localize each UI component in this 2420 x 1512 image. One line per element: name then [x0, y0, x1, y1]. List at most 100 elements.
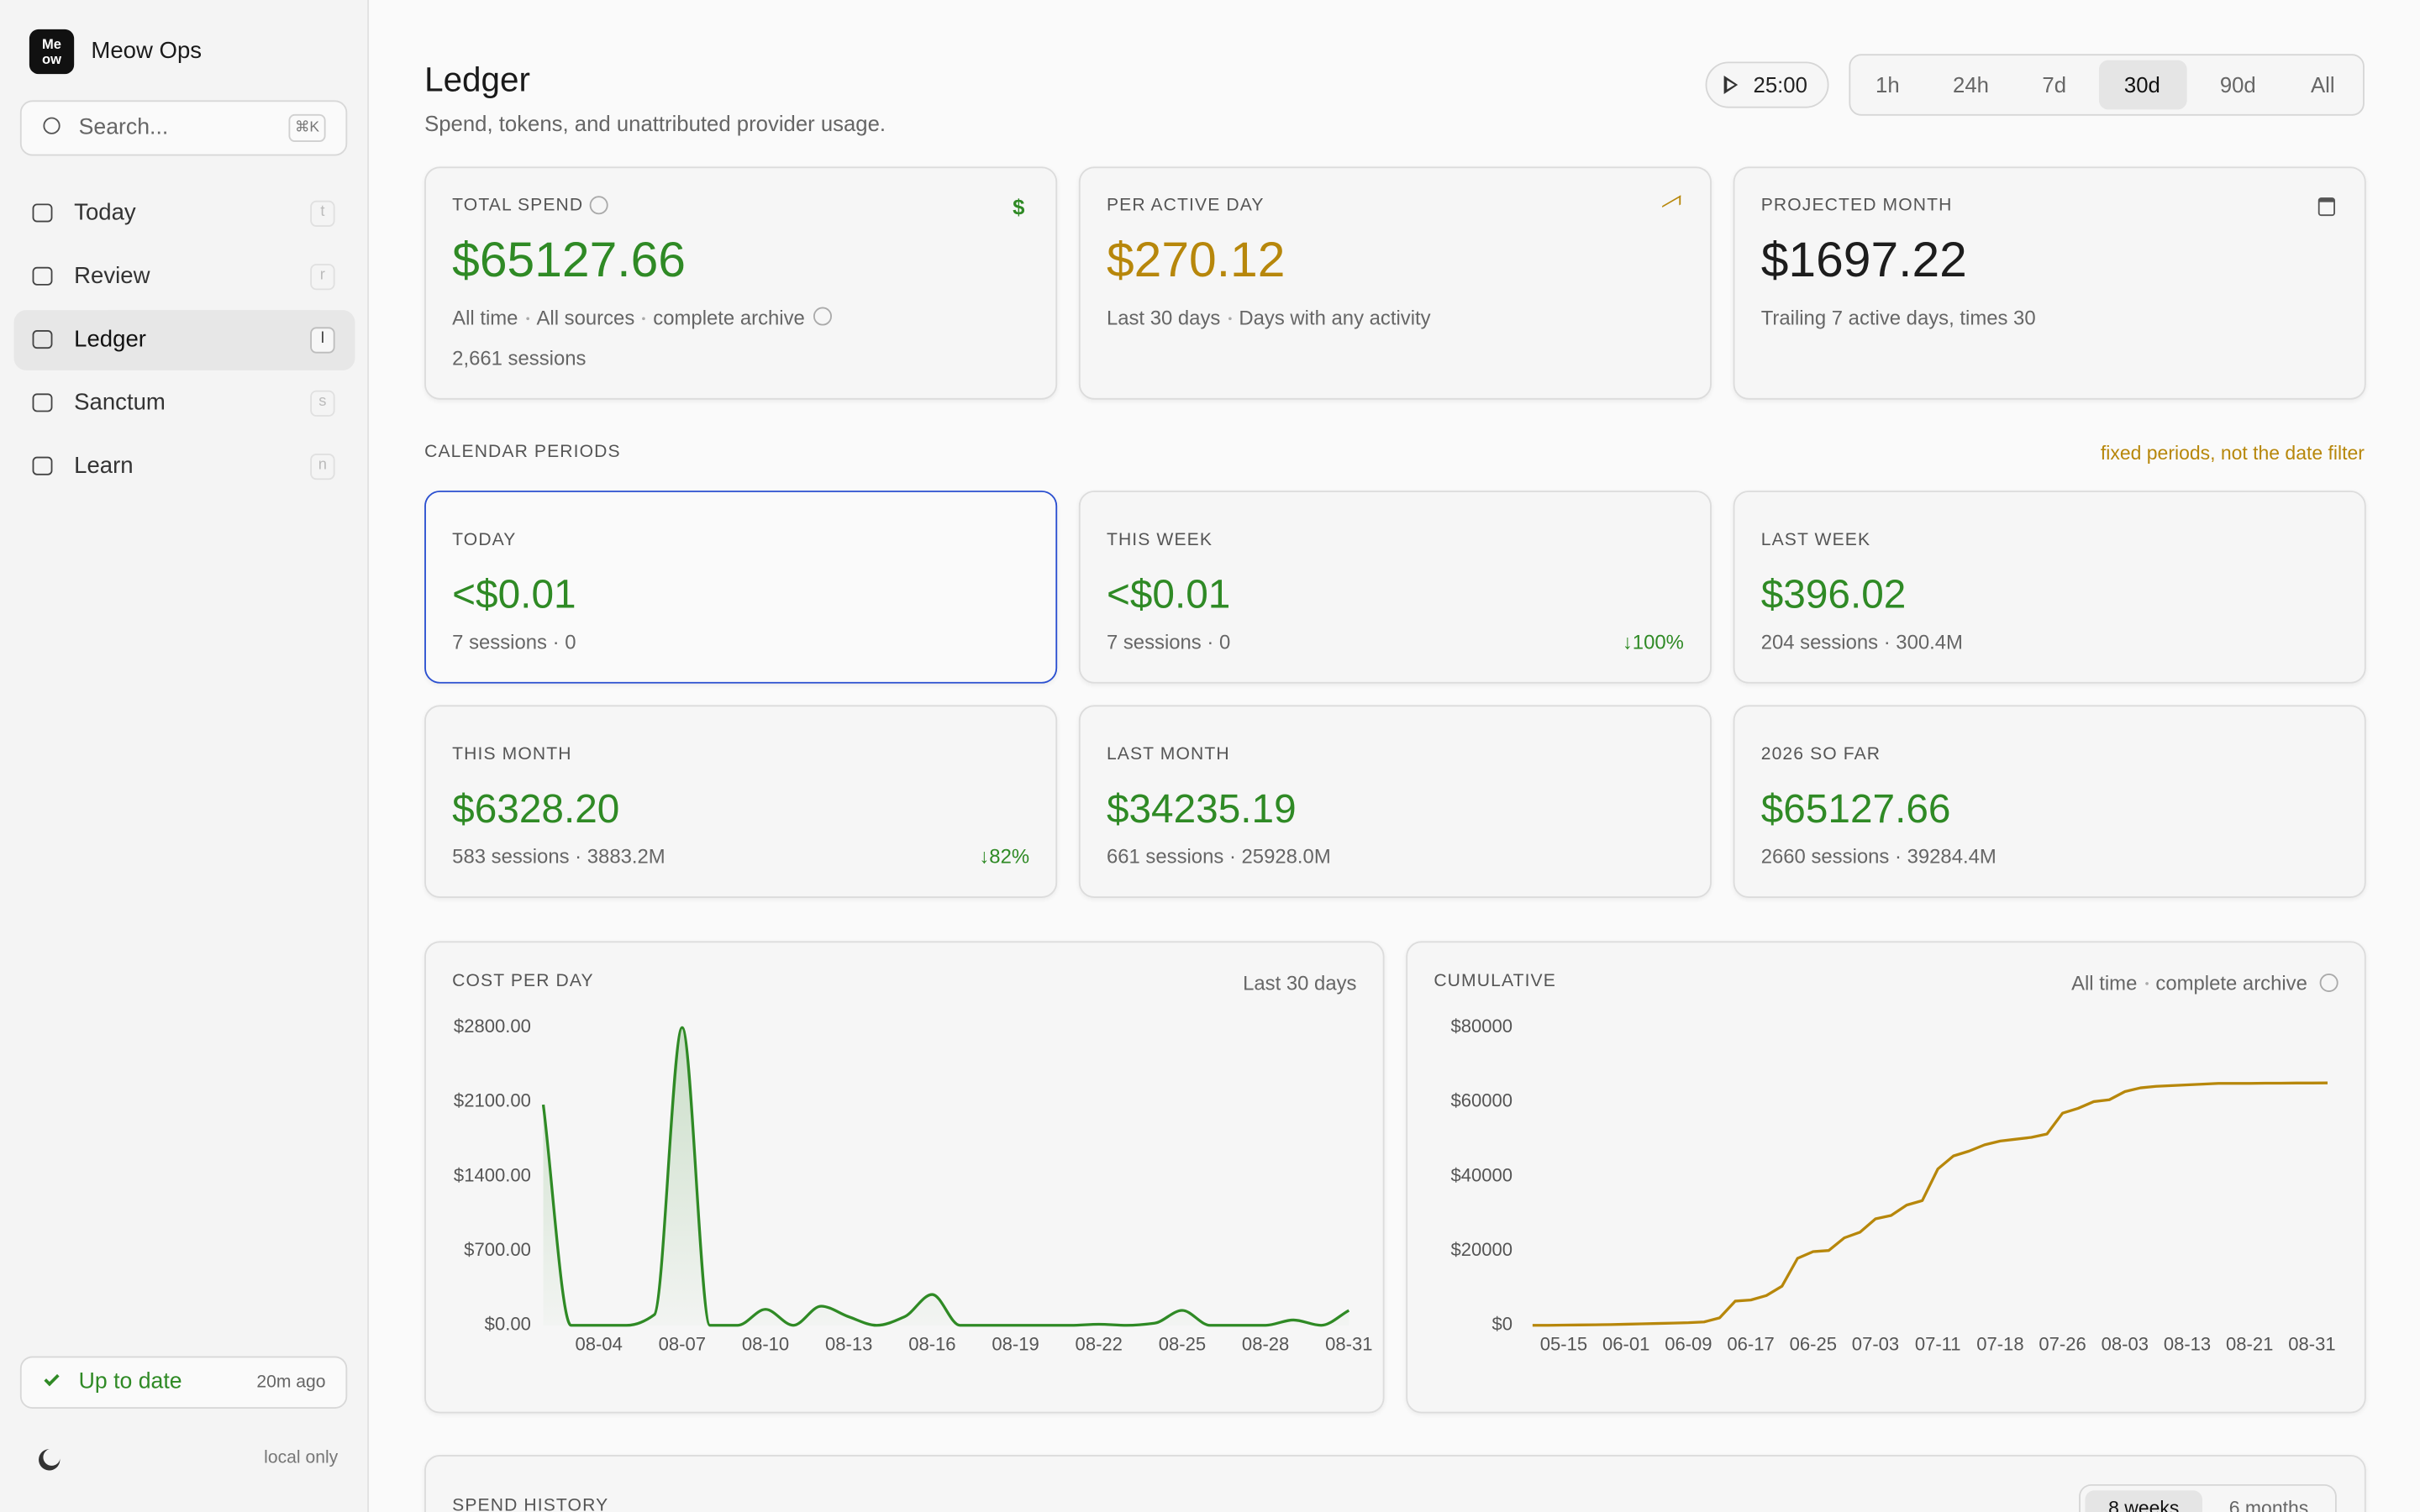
search-placeholder: Search... [78, 115, 169, 140]
x-tick-label: 07-03 [1852, 1333, 1899, 1354]
x-tick-label: 07-11 [1915, 1333, 1961, 1354]
period-card[interactable] [1078, 705, 1712, 898]
y-tick-label: $1400.00 [454, 1164, 531, 1185]
meta-text: Trailing 7 active days, times 30 [1760, 306, 2036, 330]
period-value: $65127.66 [1760, 785, 1951, 832]
period-detail: 583 sessions · 3883.2M [452, 844, 666, 869]
nav-label: Learn [74, 453, 134, 480]
period-detail: 2660 sessions · 39284.4M [1760, 844, 1996, 869]
shortcut-badge [288, 113, 326, 142]
nav-key: t [320, 203, 325, 221]
range-active [2085, 1490, 2203, 1512]
page-subtitle: Spend, tokens, and unattributed provider… [424, 111, 886, 136]
section-title: CALENDAR PERIODS [424, 443, 621, 462]
line [1532, 1081, 2328, 1327]
card-value: $270.12 [1106, 231, 1286, 287]
range-label: 7d [2042, 72, 2067, 97]
period-card[interactable] [424, 705, 1058, 898]
page-title: Ledger [424, 60, 530, 99]
x-tick-label: 08-13 [2164, 1333, 2211, 1354]
period-value: <$0.01 [1106, 570, 1231, 617]
timer-pill[interactable] [1705, 61, 1829, 108]
period-change: ↓82% [979, 844, 1030, 869]
section-note: fixed periods, not the date filter [2100, 442, 2365, 465]
period-value: <$0.01 [452, 570, 576, 617]
period-card[interactable] [1078, 491, 1712, 684]
card-label: TOTAL SPEND [452, 196, 584, 215]
x-tick-label: 08-22 [1076, 1333, 1123, 1354]
chart-card [1406, 941, 2366, 1414]
nav-key-badge [310, 327, 335, 354]
period-change: ↓100% [1622, 630, 1684, 654]
x-tick-label: 06-17 [1727, 1333, 1774, 1354]
search-icon [43, 117, 60, 134]
period-label: LAST MONTH [1106, 745, 1230, 764]
period-value: $34235.19 [1106, 785, 1297, 832]
nav-icon [32, 393, 53, 412]
x-tick-label: 08-04 [575, 1333, 622, 1354]
meta-row: All time complete archive [2071, 973, 2307, 993]
meta-text: Last 30 days [1243, 971, 1357, 995]
nav-label: Review [74, 263, 150, 290]
nav-key-badge [310, 454, 335, 480]
period-card[interactable] [1733, 491, 2366, 684]
y-tick-label: $0.00 [485, 1314, 531, 1335]
x-tick-label: 08-16 [908, 1333, 955, 1354]
x-tick-label: 08-31 [2288, 1333, 2335, 1354]
meta-row: Trailing 7 active days, times 30 [1761, 307, 2036, 328]
meta-text: All time [452, 306, 518, 330]
nav-key-badge [310, 264, 335, 291]
card-value: $65127.66 [452, 231, 686, 287]
period-card[interactable] [1733, 705, 2366, 898]
status-time: 20m ago [256, 1373, 326, 1393]
logo-text: ow [42, 51, 62, 67]
calendar-icon [2317, 197, 2335, 217]
nav-icon [32, 456, 53, 475]
period-value: $396.02 [1760, 570, 1907, 617]
period-card[interactable] [424, 491, 1058, 684]
nav-icon [32, 203, 53, 223]
nav-label: Sanctum [74, 389, 166, 417]
meta-text: Last 30 days [1106, 306, 1221, 330]
status-box[interactable] [19, 1356, 348, 1409]
separator [642, 316, 646, 320]
period-label: LAST WEEK [1760, 531, 1871, 550]
separator [525, 316, 529, 320]
meta-text: All sources [536, 306, 635, 330]
nav-icon [32, 266, 53, 286]
nav-label: Ledger [74, 326, 146, 353]
range-label: 8 weeks [2108, 1498, 2180, 1512]
nav-label: Today [74, 199, 136, 227]
x-tick-label: 08-31 [1325, 1333, 1372, 1354]
nav-icon [32, 330, 53, 349]
nav-key: s [318, 393, 327, 411]
meta-text: Days with any activity [1239, 306, 1431, 330]
summary-card [1078, 166, 1712, 400]
footer-note: local only [264, 1449, 339, 1468]
x-tick-label: 06-25 [1790, 1333, 1837, 1354]
summary-card [424, 166, 1058, 400]
meta-text: complete archive [2155, 971, 2307, 995]
separator [2144, 981, 2149, 984]
range-label: 90d [2219, 72, 2256, 97]
card-extra: 2,661 sessions [452, 346, 587, 370]
status-label: Up to date [78, 1369, 182, 1394]
x-tick-label: 08-03 [2102, 1333, 2149, 1354]
period-label: THIS MONTH [452, 745, 572, 764]
nav-key-badge [310, 200, 335, 228]
x-tick-label: 06-01 [1602, 1333, 1649, 1354]
period-value: $6328.20 [452, 785, 620, 832]
y-tick-label: $40000 [1450, 1164, 1512, 1185]
brand: Meow Ops [91, 38, 203, 65]
search-box[interactable] [19, 100, 348, 156]
line [541, 1026, 1350, 1327]
sidebar [0, 0, 369, 1512]
timer: 25:00 [1753, 72, 1807, 97]
x-tick-label: 07-26 [2039, 1333, 2086, 1354]
nav-key-badge [310, 390, 335, 417]
nav-active [13, 310, 355, 370]
x-tick-label: 08-25 [1159, 1333, 1206, 1354]
play-icon-inner [1726, 79, 1734, 89]
